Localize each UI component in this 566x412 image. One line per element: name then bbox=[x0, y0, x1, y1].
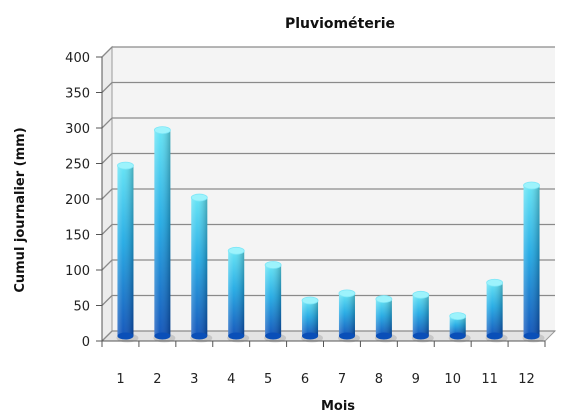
grid-line bbox=[101, 330, 555, 342]
bar-top bbox=[486, 278, 504, 287]
bar-top bbox=[264, 261, 282, 269]
x-axis-label: Mois bbox=[321, 399, 355, 412]
x-tick-label: 12 bbox=[518, 372, 535, 387]
y-tick-label: 250 bbox=[65, 158, 90, 173]
bar-top bbox=[117, 161, 134, 170]
y-axis-ticks: 0 50 100 150 200 250 300 350 400 bbox=[65, 51, 90, 350]
x-tick-label: 2 bbox=[153, 372, 161, 387]
bar-top bbox=[449, 312, 467, 321]
y-tick-label: 100 bbox=[65, 264, 90, 279]
grid-line bbox=[101, 259, 555, 271]
bar-base bbox=[265, 332, 282, 340]
bar-base bbox=[338, 332, 355, 340]
x-axis-ticks: 1 2 3 4 5 6 7 8 9 10 11 12 bbox=[101, 57, 546, 387]
bar-top bbox=[227, 246, 245, 255]
grid-lines bbox=[96, 46, 555, 342]
grid-line bbox=[101, 294, 555, 306]
bar-base bbox=[228, 332, 245, 340]
y-tick-label: 0 bbox=[82, 335, 90, 350]
bar-base bbox=[449, 332, 466, 340]
bar bbox=[522, 181, 545, 343]
bar-top bbox=[375, 295, 393, 303]
bar-shade bbox=[265, 265, 282, 336]
bar-shade bbox=[375, 299, 392, 336]
y-tick-label: 400 bbox=[65, 51, 90, 66]
bar bbox=[337, 289, 360, 343]
x-tick-label: 9 bbox=[412, 372, 420, 387]
grid-line bbox=[101, 81, 555, 93]
bar-top bbox=[338, 289, 356, 298]
y-tick-label: 150 bbox=[65, 229, 90, 244]
bar-shade bbox=[523, 185, 540, 336]
grid-line bbox=[101, 117, 555, 129]
bar bbox=[448, 312, 471, 343]
bar-base bbox=[523, 332, 540, 340]
bar-shade bbox=[191, 197, 208, 336]
x-tick-label: 11 bbox=[481, 372, 498, 387]
bar bbox=[301, 296, 324, 343]
bar-shade bbox=[228, 250, 245, 336]
bar-base bbox=[412, 332, 429, 340]
bar-base bbox=[117, 332, 134, 340]
bar-shade bbox=[486, 282, 503, 336]
bar-shade bbox=[412, 294, 429, 336]
y-tick-label: 300 bbox=[65, 122, 90, 137]
grid-line bbox=[101, 188, 555, 200]
bar bbox=[227, 246, 250, 343]
bar-shade bbox=[449, 316, 466, 336]
grid-line bbox=[101, 46, 555, 58]
bar bbox=[485, 278, 508, 343]
bars bbox=[116, 126, 545, 343]
x-tick-label: 1 bbox=[116, 372, 124, 387]
bar bbox=[264, 261, 287, 343]
bar-base bbox=[375, 332, 392, 340]
bar-top bbox=[190, 193, 208, 202]
bar bbox=[116, 161, 139, 343]
bar-shade bbox=[302, 300, 319, 336]
bar-shade bbox=[154, 130, 171, 336]
x-tick-label: 3 bbox=[190, 372, 198, 387]
bar-base bbox=[191, 332, 208, 340]
x-tick-label: 4 bbox=[227, 372, 235, 387]
y-axis-label: Cumul journalier (mm) bbox=[13, 127, 28, 292]
bar-shade bbox=[338, 293, 355, 336]
bar-base bbox=[486, 332, 503, 340]
bar-top bbox=[412, 290, 430, 299]
x-tick-label: 8 bbox=[375, 372, 383, 387]
bar bbox=[374, 295, 397, 343]
x-tick-label: 10 bbox=[444, 372, 461, 387]
grid-line bbox=[101, 223, 555, 235]
bar bbox=[153, 126, 176, 343]
bar-top bbox=[153, 126, 171, 135]
x-tick-label: 7 bbox=[338, 372, 346, 387]
y-tick-label: 350 bbox=[65, 87, 90, 102]
x-tick-label: 5 bbox=[264, 372, 272, 387]
grid-line bbox=[101, 152, 555, 164]
y-tick-label: 200 bbox=[65, 193, 90, 208]
bar-base bbox=[154, 332, 171, 340]
bar-base bbox=[302, 332, 319, 340]
bar-shade bbox=[117, 165, 134, 336]
bar-top bbox=[523, 181, 540, 190]
y-tick-label: 50 bbox=[73, 300, 90, 315]
bar-top bbox=[301, 296, 319, 305]
chart-title: Pluviométerie bbox=[285, 16, 395, 32]
bar bbox=[190, 193, 213, 343]
bar bbox=[411, 290, 434, 343]
x-tick-label: 6 bbox=[301, 372, 309, 387]
